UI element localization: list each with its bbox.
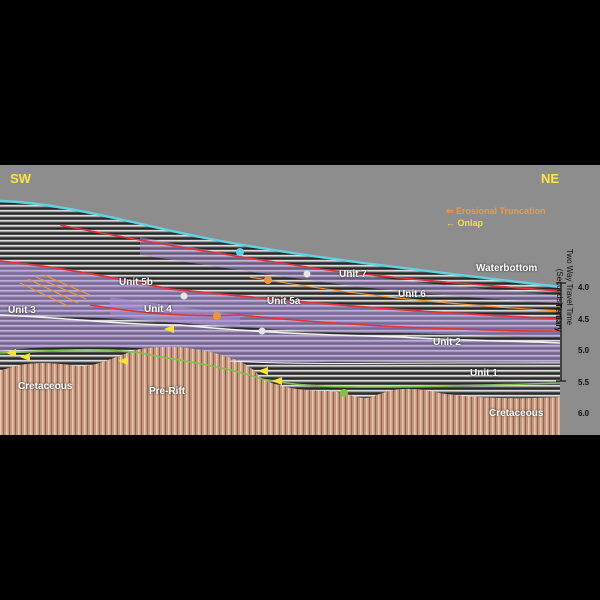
legend-erosional-truncation: ⇐ Erosional Truncation (446, 206, 546, 216)
axis-tick: 4.0 (578, 283, 590, 292)
label-unit-2: Unit 2 (433, 337, 461, 348)
horizon-marker-6 (264, 276, 272, 284)
label-unit-5b: Unit 5b (119, 277, 153, 288)
erosional-arrow-icon: ⇐ (446, 206, 457, 216)
horizon-4 (89, 304, 561, 332)
axis-tick: 4.5 (578, 315, 590, 324)
axis-tick: 5.5 (578, 378, 590, 387)
horizon-marker-1 (340, 389, 348, 397)
label-unit-1: Unit 1 (470, 368, 498, 379)
horizon-3 (0, 314, 561, 344)
axis-tick: 6.0 (578, 409, 590, 418)
horizon-7 (59, 224, 561, 292)
horizon-marker-5 (303, 270, 311, 278)
axis-title-line2: (Seconds) (555, 268, 564, 306)
horizon-marker-3 (180, 292, 188, 300)
unit-7-fill (140, 237, 560, 303)
direction-sw: SW (10, 171, 31, 186)
label-cretaceous-left: Cretaceous (18, 381, 73, 392)
axis-tick: 5.0 (578, 346, 590, 355)
horizon-1 (0, 349, 561, 388)
label-unit-7: Unit 7 (339, 269, 367, 280)
label-unit-6: Unit 6 (398, 289, 426, 300)
horizon-markers (180, 248, 348, 397)
waterbottom-horizon (0, 199, 561, 289)
horizon-2 (229, 360, 560, 364)
horizon-marker-2 (258, 327, 266, 335)
label-unit-5a: Unit 5a (267, 296, 301, 307)
label-pre-rift: Pre-Rift (149, 386, 186, 397)
unit-4-fill (110, 297, 240, 327)
onlap-arrows (6, 325, 282, 385)
onlap-arrow-icon: ← (446, 218, 458, 228)
horizon-6 (0, 260, 561, 320)
unit-2-fill (0, 315, 560, 363)
unit-3-wedge (19, 274, 91, 308)
horizon-marker-7 (236, 248, 244, 256)
horizon-6b (249, 276, 561, 312)
basement-fill (0, 346, 560, 435)
label-waterbottom: Waterbottom (476, 263, 538, 274)
seismic-section-figure: SW NE ⇐ Erosional Truncation ← Onlap Wat… (0, 165, 600, 435)
legend-onlap: ← Onlap (446, 218, 484, 228)
axis-title-line1: Two Way Travel Time (565, 248, 574, 326)
label-unit-4: Unit 4 (144, 304, 172, 315)
label-cretaceous-right: Cretaceous (489, 408, 544, 419)
tertiary-label: Tertiary (553, 303, 563, 332)
axis-title: Two Way Travel Time (Seconds) (555, 249, 574, 325)
horizon-marker-4 (213, 312, 221, 320)
seismic-section (0, 199, 566, 435)
label-unit-3: Unit 3 (8, 305, 36, 316)
direction-ne: NE (541, 171, 560, 186)
